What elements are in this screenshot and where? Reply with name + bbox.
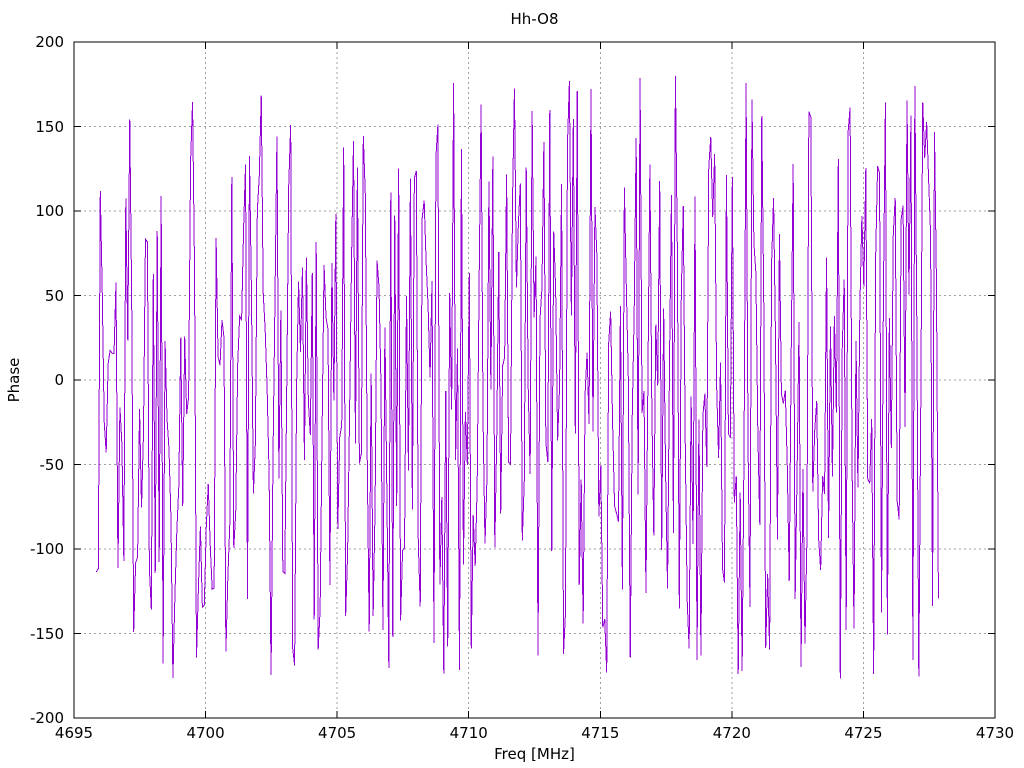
x-tick-label: 4705 [318, 724, 357, 742]
x-tick-label: 4720 [712, 724, 751, 742]
chart-title: Hh-O8 [510, 10, 559, 28]
y-tick-label: -50 [39, 455, 65, 474]
x-tick-label: 4725 [844, 724, 883, 742]
y-tick-label: 0 [54, 371, 64, 389]
y-tick-label: 150 [35, 117, 64, 136]
x-tick-label: 4700 [186, 724, 225, 742]
phase-series-line [95, 75, 939, 679]
plot-border [73, 41, 996, 719]
y-tick-label: 200 [35, 33, 64, 51]
x-axis-title: Freq [MHz] [494, 745, 575, 763]
y-tick-label: 100 [35, 202, 64, 220]
x-tick-label: 4730 [975, 724, 1015, 742]
y-tick-label: 50 [44, 286, 64, 305]
x-tick-label: 4695 [54, 724, 94, 742]
y-tick-label: -150 [29, 624, 64, 643]
x-tick-label: 4710 [449, 724, 488, 742]
x-tick-label: 4715 [581, 724, 620, 742]
y-tick-label: -100 [29, 540, 64, 558]
y-tick-label: -200 [29, 709, 64, 727]
